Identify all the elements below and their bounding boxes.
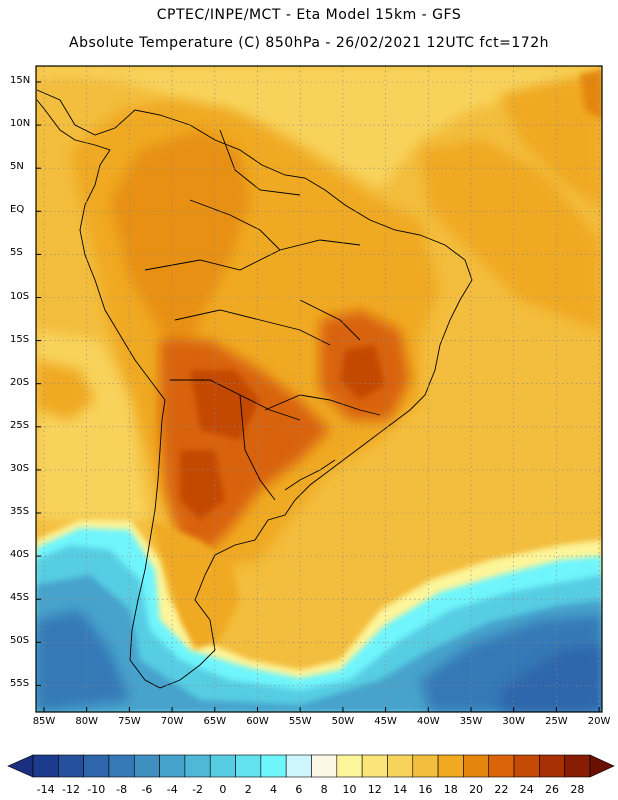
lon-label: 80W: [75, 716, 98, 727]
lon-label: 65W: [203, 716, 227, 727]
colorbar-label: -14: [36, 783, 55, 796]
lat-label: 35S: [10, 506, 30, 517]
colorbar-label: -4: [166, 783, 178, 796]
lat-label: 10S: [10, 290, 30, 302]
chart-title-line2: Absolute Temperature (C) 850hPa - 26/02/…: [69, 35, 549, 51]
colorbar-swatch: [513, 754, 540, 778]
lat-label: 5N: [10, 161, 24, 173]
colorbar-swatch: [285, 754, 312, 778]
lon-label: 60W: [246, 716, 269, 727]
colorbar-swatch: [488, 754, 515, 778]
lon-label: 55W: [288, 716, 312, 727]
colorbar-swatch: [133, 754, 160, 778]
colorbar-label: -8: [116, 783, 128, 796]
lon-label: 85W: [32, 716, 56, 727]
lon-label: 50W: [331, 716, 355, 727]
colorbar-swatch: [387, 754, 414, 778]
colorbar-high-arrow: [589, 754, 615, 778]
colorbar-swatch: [361, 754, 388, 778]
colorbar-label: -10: [87, 783, 106, 796]
lon-label: 35W: [459, 716, 483, 727]
map-frame: [35, 65, 603, 713]
lon-label: 20W: [587, 716, 611, 727]
chart-title-line1: CPTEC/INPE/MCT - Eta Model 15km - GFS: [156, 7, 462, 23]
colorbar-label: 24: [519, 783, 534, 796]
lat-label: 10N: [10, 118, 31, 130]
lon-label: 25W: [545, 716, 568, 727]
lat-label: 5S: [10, 247, 23, 259]
lat-label: 40S: [10, 549, 30, 561]
lon-label: 30W: [502, 716, 525, 727]
lon-label: 75W: [118, 716, 141, 727]
colorbar-swatch: [336, 754, 363, 778]
axis-ticks: [36, 81, 600, 712]
lat-label: EQ: [10, 204, 25, 216]
colorbar-swatch: [108, 754, 135, 778]
lat-label: 15N: [10, 75, 31, 86]
colorbar-label: 20: [469, 783, 484, 796]
colorbar-low-arrow: [7, 754, 34, 778]
colorbar-label: 8: [320, 783, 328, 796]
colorbar-swatch: [564, 754, 591, 778]
coastline: [36, 89, 473, 689]
colorbar-label: 26: [545, 783, 560, 796]
colorbar-label: 2: [244, 783, 252, 796]
colorbar-label: 10: [342, 783, 357, 796]
colorbar-swatch: [159, 754, 186, 778]
lon-label: 45W: [374, 716, 397, 727]
lon-label: 70W: [160, 716, 184, 727]
colorbar-label: -6: [141, 783, 153, 796]
colorbar-label: 6: [295, 783, 303, 796]
lat-label: 25S: [10, 419, 30, 431]
colorbar-label: 0: [219, 783, 227, 796]
colorbar-label: 4: [270, 783, 278, 796]
colorbar-swatch: [539, 754, 565, 778]
colorbar-swatch: [209, 754, 236, 778]
colorbar-swatch: [83, 754, 110, 778]
lat-label: 30S: [10, 462, 30, 474]
colorbar-label: 18: [443, 783, 458, 796]
lat-label: 45S: [10, 592, 30, 604]
colorbar-swatch: [260, 754, 287, 778]
colorbar-label: 22: [494, 783, 509, 796]
lat-label: 15S: [10, 333, 30, 345]
temperature-field: [36, 66, 602, 712]
colorbar: [7, 754, 615, 778]
lon-label: 40W: [416, 716, 440, 727]
colorbar-swatch: [311, 754, 338, 778]
lat-label: 50S: [10, 635, 30, 647]
colorbar-swatch: [235, 754, 262, 778]
colorbar-label: 14: [393, 783, 408, 796]
colorbar-swatch: [58, 754, 84, 778]
colorbar-label: -12: [61, 783, 80, 796]
colorbar-label: -2: [192, 783, 204, 796]
colorbar-label: 28: [570, 783, 585, 796]
lat-label: 20S: [10, 376, 30, 388]
colorbar-label: 16: [418, 783, 433, 796]
colorbar-swatch: [32, 754, 59, 778]
colorbar-swatch: [412, 754, 439, 778]
colorbar-label: 12: [367, 783, 382, 796]
colorbar-swatch: [463, 754, 490, 778]
colorbar-swatch: [437, 754, 464, 778]
colorbar-swatch: [184, 754, 211, 778]
lat-label: 55S: [10, 678, 30, 690]
